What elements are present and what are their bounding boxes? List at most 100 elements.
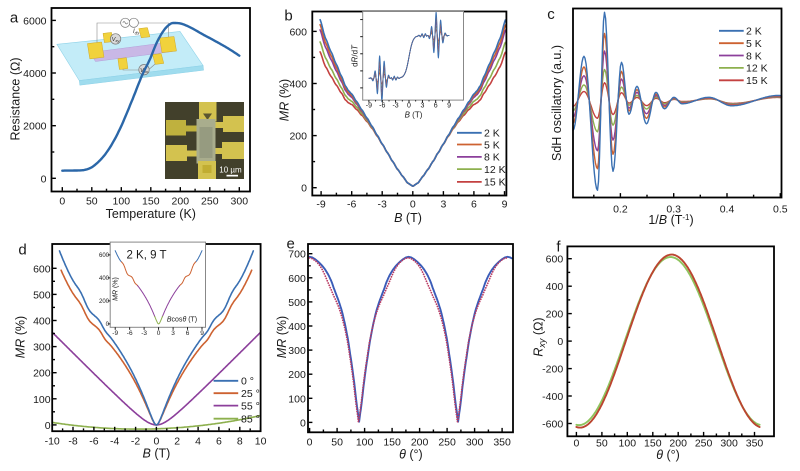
svg-text:350: 350 bbox=[746, 438, 764, 450]
svg-text:-6: -6 bbox=[379, 102, 385, 109]
svg-text:50: 50 bbox=[331, 437, 343, 449]
svg-text:55 °: 55 ° bbox=[241, 400, 260, 412]
svg-text:12 K: 12 K bbox=[484, 164, 506, 176]
svg-text:100: 100 bbox=[619, 438, 637, 450]
svg-text:-3: -3 bbox=[378, 199, 387, 211]
svg-text:400: 400 bbox=[288, 321, 306, 333]
svg-text:θ (°): θ (°) bbox=[656, 448, 680, 462]
svg-text:0: 0 bbox=[106, 322, 110, 328]
svg-text:350: 350 bbox=[493, 437, 511, 449]
svg-text:0: 0 bbox=[410, 199, 416, 211]
svg-text:400: 400 bbox=[289, 79, 307, 91]
svg-text:85 °: 85 ° bbox=[241, 414, 260, 426]
svg-text:c: c bbox=[547, 6, 555, 23]
svg-text:25 °: 25 ° bbox=[241, 388, 260, 400]
svg-text:600: 600 bbox=[546, 254, 564, 266]
svg-text:200: 200 bbox=[99, 299, 110, 305]
svg-text:Resistance (Ω): Resistance (Ω) bbox=[9, 58, 23, 141]
svg-text:Ids: Ids bbox=[133, 29, 140, 36]
svg-text:6000: 6000 bbox=[23, 15, 47, 27]
svg-text:Temperature (K): Temperature (K) bbox=[106, 207, 196, 221]
svg-text:0: 0 bbox=[45, 420, 51, 432]
svg-text:3: 3 bbox=[171, 330, 175, 337]
svg-text:6: 6 bbox=[186, 330, 190, 337]
svg-text:dR/dT: dR/dT bbox=[351, 44, 360, 67]
svg-text:B (T): B (T) bbox=[143, 447, 171, 461]
svg-text:8 K: 8 K bbox=[746, 50, 762, 62]
svg-text:12 K: 12 K bbox=[746, 63, 768, 75]
svg-text:0.5: 0.5 bbox=[773, 204, 788, 216]
svg-text:-200: -200 bbox=[542, 364, 563, 376]
svg-text:-600: -600 bbox=[542, 419, 563, 431]
svg-text:0: 0 bbox=[41, 173, 47, 185]
svg-text:5 K: 5 K bbox=[484, 139, 500, 151]
svg-text:0: 0 bbox=[59, 196, 65, 208]
svg-text:200: 200 bbox=[546, 309, 564, 321]
svg-text:3: 3 bbox=[440, 199, 446, 211]
svg-text:0: 0 bbox=[307, 437, 313, 449]
svg-text:1/B (T-1): 1/B (T-1) bbox=[648, 213, 693, 227]
svg-text:8 K: 8 K bbox=[484, 152, 500, 164]
svg-text:0: 0 bbox=[300, 417, 306, 429]
svg-text:f: f bbox=[556, 239, 561, 256]
svg-text:50: 50 bbox=[596, 438, 608, 450]
svg-text:150: 150 bbox=[142, 196, 160, 208]
svg-text:400: 400 bbox=[33, 316, 51, 328]
svg-text:200: 200 bbox=[289, 131, 307, 143]
svg-text:MR (%): MR (%) bbox=[275, 316, 289, 358]
svg-text:-6: -6 bbox=[347, 199, 356, 211]
svg-text:9: 9 bbox=[502, 199, 508, 211]
svg-text:4000: 4000 bbox=[23, 68, 47, 80]
svg-text:-9: -9 bbox=[112, 330, 118, 337]
svg-text:250: 250 bbox=[695, 438, 713, 450]
svg-text:150: 150 bbox=[383, 437, 401, 449]
svg-text:300: 300 bbox=[466, 437, 484, 449]
svg-text:10: 10 bbox=[255, 436, 267, 448]
svg-text:15 K: 15 K bbox=[484, 177, 506, 189]
svg-text:-400: -400 bbox=[542, 391, 563, 403]
svg-text:100: 100 bbox=[356, 437, 374, 449]
svg-text:700: 700 bbox=[288, 249, 306, 261]
svg-text:600: 600 bbox=[288, 273, 306, 285]
svg-text:6: 6 bbox=[216, 436, 222, 448]
svg-text:200: 200 bbox=[172, 196, 190, 208]
svg-text:0 °: 0 ° bbox=[241, 376, 254, 388]
svg-text:200: 200 bbox=[33, 368, 51, 380]
svg-text:a: a bbox=[10, 10, 19, 27]
svg-text:MR (%): MR (%) bbox=[277, 79, 291, 121]
svg-text:e: e bbox=[287, 236, 295, 253]
svg-text:6: 6 bbox=[471, 199, 477, 211]
svg-text:300: 300 bbox=[720, 438, 738, 450]
svg-text:250: 250 bbox=[201, 196, 219, 208]
svg-text:200: 200 bbox=[411, 437, 429, 449]
svg-text:-10: -10 bbox=[45, 436, 60, 448]
svg-text:b: b bbox=[284, 8, 292, 25]
svg-text:600: 600 bbox=[99, 253, 110, 259]
svg-text:300: 300 bbox=[33, 342, 51, 354]
svg-text:100: 100 bbox=[33, 394, 51, 406]
svg-text:8: 8 bbox=[237, 436, 243, 448]
svg-text:100: 100 bbox=[288, 393, 306, 405]
svg-text:-4: -4 bbox=[110, 436, 119, 448]
svg-text:2 K: 2 K bbox=[746, 26, 762, 38]
svg-text:200: 200 bbox=[288, 369, 306, 381]
svg-text:-6: -6 bbox=[127, 330, 133, 337]
svg-text:0: 0 bbox=[557, 336, 563, 348]
svg-text:500: 500 bbox=[33, 289, 51, 301]
svg-text:50: 50 bbox=[86, 196, 98, 208]
svg-text:2 K, 9 T: 2 K, 9 T bbox=[126, 250, 166, 262]
svg-text:-9: -9 bbox=[316, 199, 325, 211]
svg-text:9: 9 bbox=[447, 102, 451, 109]
svg-text:-3: -3 bbox=[141, 330, 147, 337]
svg-text:SdH oscillatory (a.u.): SdH oscillatory (a.u.) bbox=[550, 45, 564, 161]
svg-text:0.4: 0.4 bbox=[720, 204, 735, 216]
svg-text:6: 6 bbox=[434, 102, 438, 109]
svg-text:10 µm: 10 µm bbox=[219, 166, 242, 175]
svg-text:MR (%): MR (%) bbox=[14, 316, 28, 358]
svg-text:B (T): B (T) bbox=[405, 111, 423, 120]
svg-text:300: 300 bbox=[288, 345, 306, 357]
svg-text:0: 0 bbox=[157, 330, 161, 337]
svg-text:-9: -9 bbox=[366, 102, 372, 109]
svg-text:-3: -3 bbox=[392, 102, 398, 109]
svg-text:d: d bbox=[18, 242, 26, 259]
